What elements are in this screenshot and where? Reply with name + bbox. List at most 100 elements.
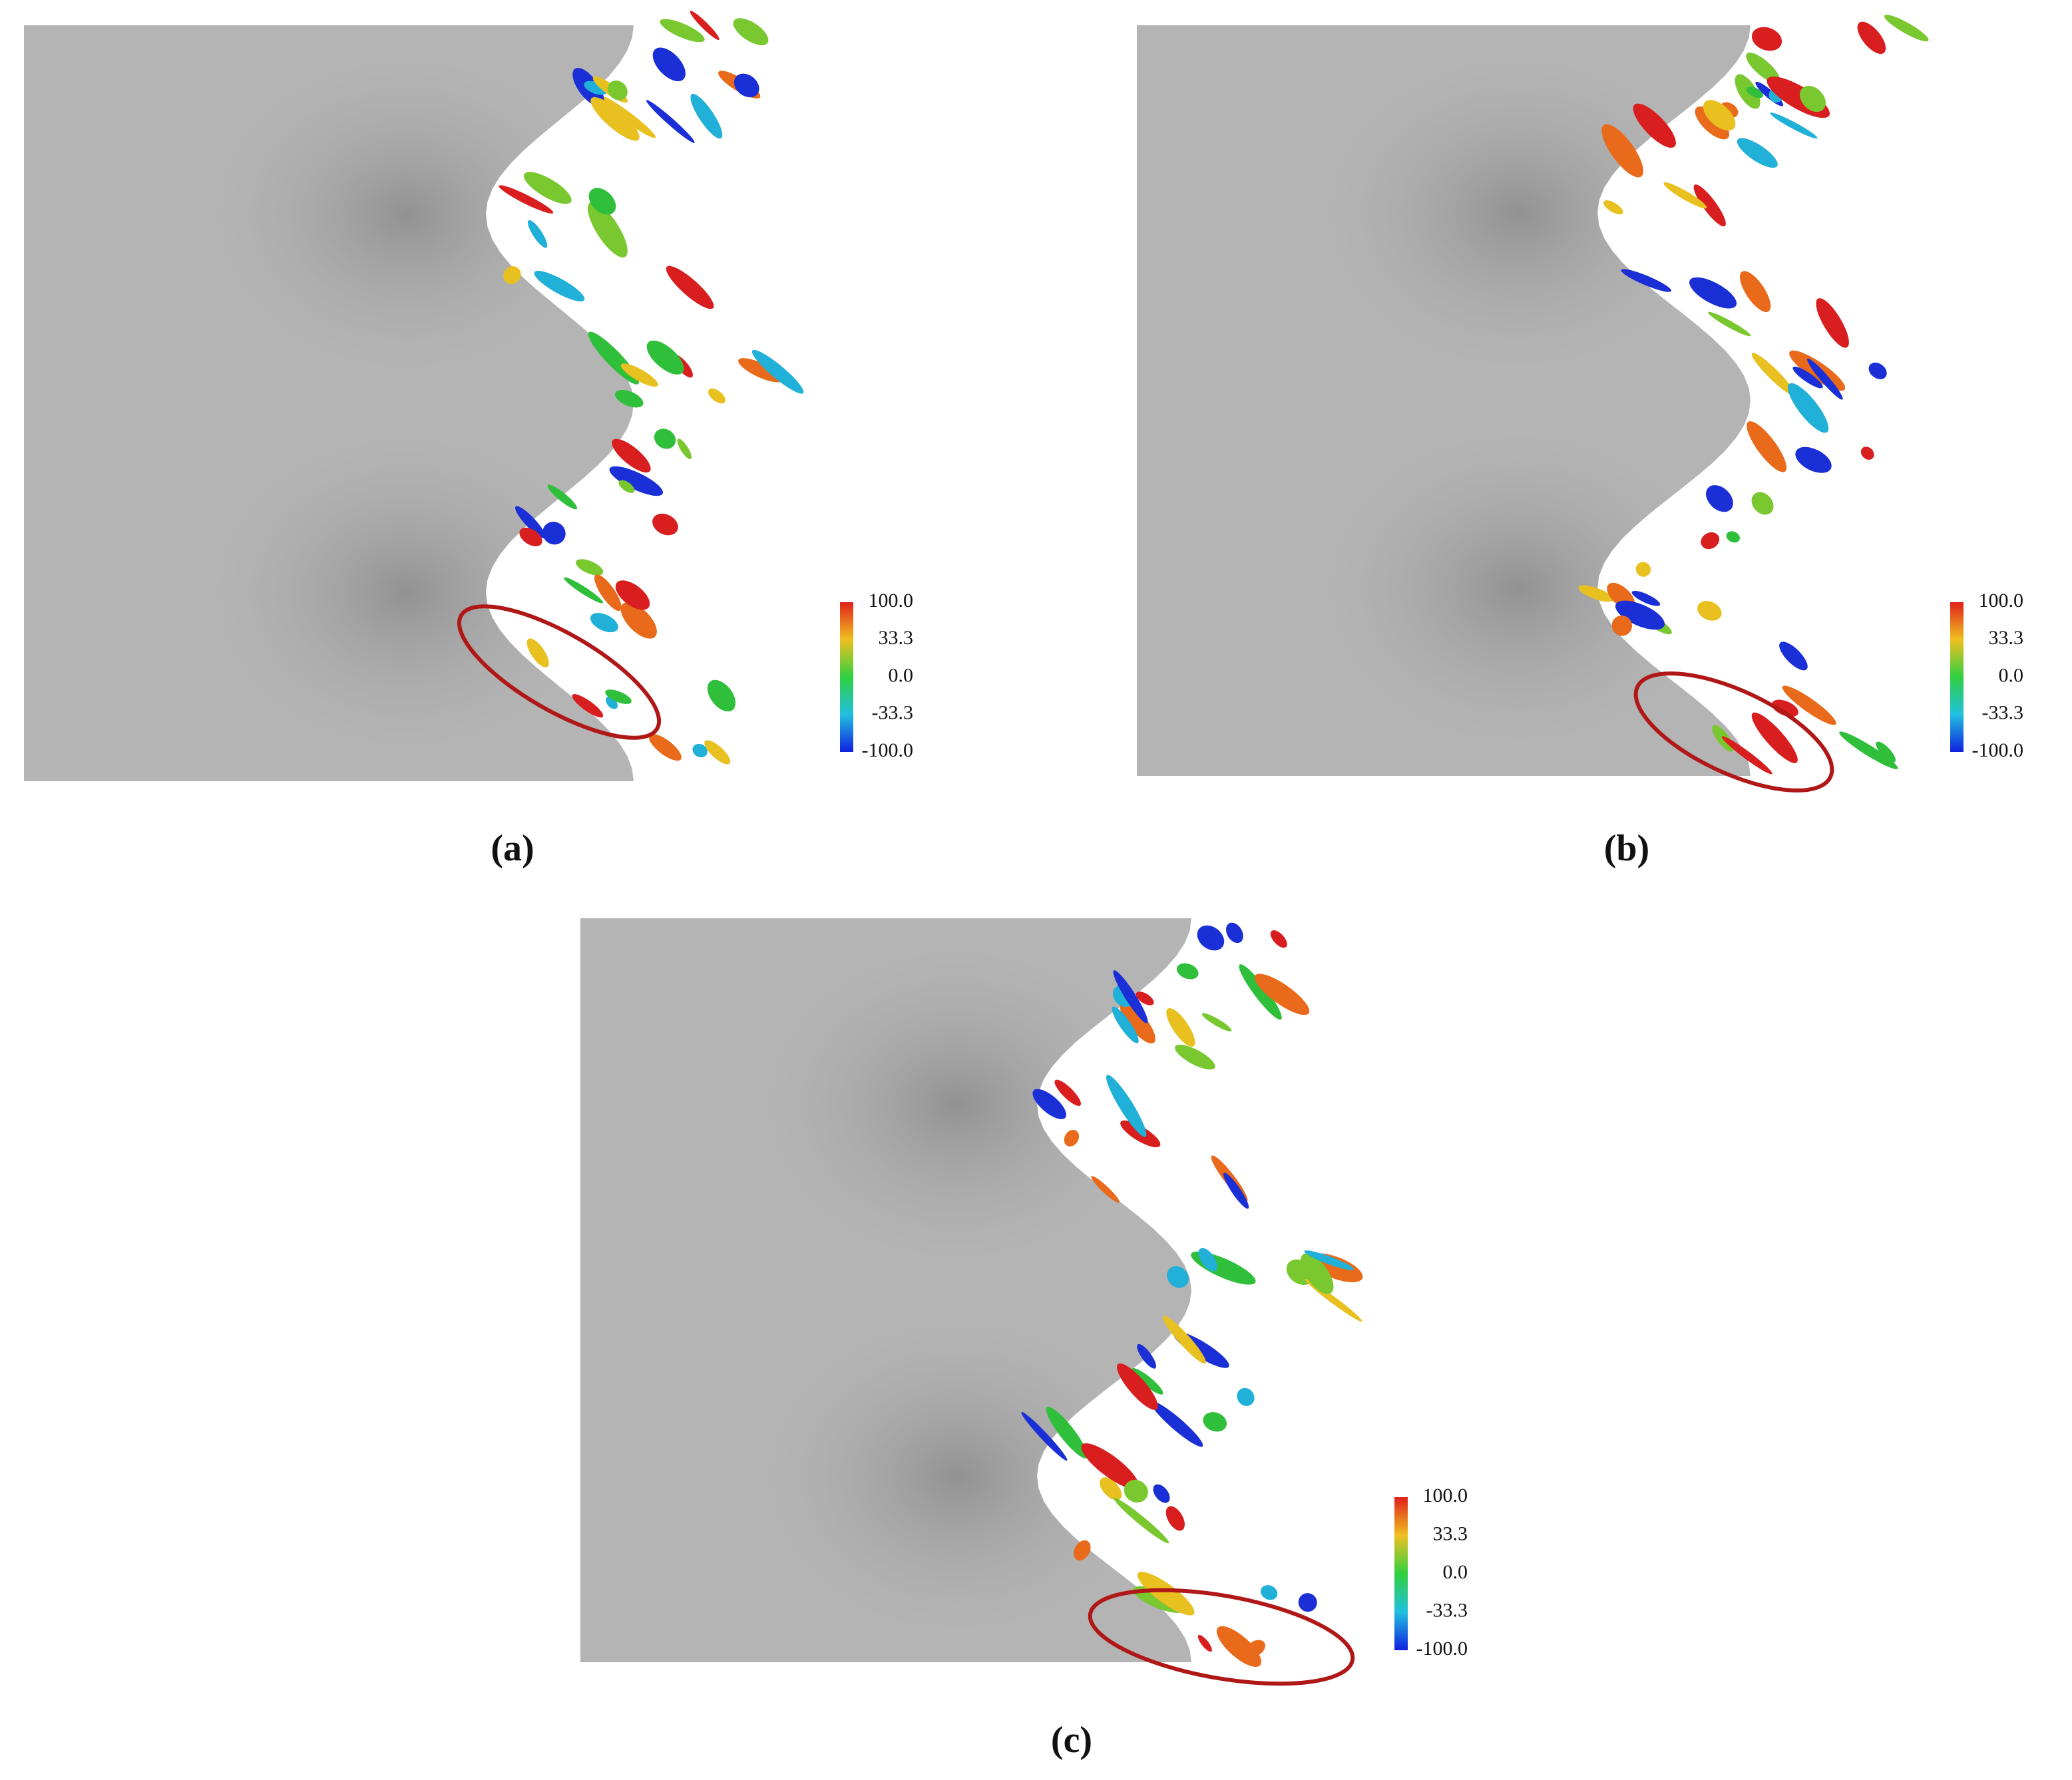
vortex-blob	[1112, 1006, 1139, 1043]
vortex-blob	[1198, 1248, 1217, 1272]
vortex-blob	[1132, 1367, 1163, 1395]
vortex-blob	[1701, 532, 1720, 550]
vortex-blob	[1191, 1251, 1256, 1285]
vortex-blob	[1706, 485, 1733, 512]
vortex-blob	[1226, 922, 1243, 944]
vortex-blob	[1751, 353, 1795, 396]
vortex-blob	[1693, 184, 1726, 227]
vortex-blob	[615, 580, 650, 610]
vortex-blob	[499, 185, 554, 214]
vortex-blob	[1304, 1250, 1354, 1270]
highlight-ellipse	[457, 604, 662, 740]
vortex-blob	[1779, 641, 1808, 671]
vortex-blob	[654, 429, 676, 449]
vortex-blob	[564, 577, 604, 604]
vortex-blob	[1117, 1363, 1158, 1410]
colorbar-label: -33.3	[1982, 702, 2024, 724]
vortex-blob	[1751, 712, 1798, 763]
vortex-blob	[609, 466, 664, 496]
vortex-blob	[1663, 182, 1707, 209]
vortex-blob	[1032, 1089, 1066, 1119]
caption: (c)	[1051, 1719, 1092, 1761]
colorbar	[1950, 602, 1964, 752]
shading	[744, 931, 1170, 1650]
colorbar-label: -100.0	[1416, 1638, 1468, 1660]
vortex-blob	[1167, 1266, 1189, 1288]
vortex-blob	[733, 73, 759, 98]
vortex-blob	[542, 522, 566, 545]
vortex-blob	[1106, 1075, 1147, 1137]
vortex-blob	[1857, 21, 1886, 55]
vortex-blob	[733, 18, 769, 45]
shadow	[1305, 40, 1731, 386]
vortex-blob	[690, 11, 720, 41]
colorbar-label: 33.3	[879, 627, 914, 649]
vortex-blob	[1740, 271, 1771, 312]
vortex-blob	[572, 694, 604, 718]
vortex-blob	[1795, 446, 1832, 473]
vortex-blob	[594, 574, 622, 612]
shadow	[1305, 415, 1731, 761]
vortex-blob	[1737, 138, 1778, 168]
vortex-blob	[1747, 421, 1787, 472]
vortex-blob	[607, 80, 628, 100]
vortex-blob	[614, 389, 644, 408]
vortex-blob	[1726, 531, 1740, 543]
colorbar-label: -100.0	[862, 739, 914, 761]
shading	[193, 41, 619, 765]
vortex-blob	[1708, 311, 1751, 337]
vortex-blob	[1223, 1172, 1249, 1209]
vortex-blob	[1175, 1044, 1215, 1070]
colorbar-label: 0.0	[1999, 664, 2024, 686]
vortex-blob	[1114, 1497, 1169, 1544]
colorbar-label: 0.0	[889, 664, 914, 686]
vortex-blob	[660, 19, 705, 43]
vortex-blob	[648, 733, 682, 761]
vortex-blob	[1254, 974, 1310, 1015]
vortex-blob	[1792, 367, 1823, 389]
vortex-blob	[1721, 736, 1772, 775]
panel: 100.0 33.3 0.0 -33.3 -100.0 (a)	[24, 11, 914, 869]
vortex-blob	[612, 439, 651, 473]
vortex-blob	[1807, 358, 1843, 400]
vortex-blob	[1884, 15, 1929, 42]
vortex-blob	[1697, 601, 1722, 621]
vortex-blob	[1816, 298, 1849, 348]
vortex-blob	[1635, 562, 1651, 577]
vortex-blob	[646, 340, 684, 375]
vortex-blob	[618, 480, 635, 493]
caption: (b)	[1604, 828, 1649, 869]
shadow	[744, 931, 1170, 1278]
vortex-blob	[1197, 925, 1225, 951]
vortex-blob	[1782, 685, 1836, 725]
vortex-blob	[1611, 616, 1632, 636]
vortex-blob	[1578, 585, 1614, 602]
vortex-blob	[677, 439, 692, 460]
vortex-blob	[1113, 970, 1148, 1023]
colorbar-label: 100.0	[869, 590, 914, 612]
shadow	[744, 1303, 1170, 1650]
vortex-blob	[1166, 1008, 1195, 1047]
panel: 100.0 33.3 0.0 -33.3 -100.0 (b)	[1137, 15, 2024, 869]
vortex-blob	[1788, 383, 1829, 433]
vortex-blob	[1136, 991, 1154, 1005]
panel: 100.0 33.3 0.0 -33.3 -100.0 (c)	[580, 918, 1468, 1761]
vortex-blob	[1603, 200, 1623, 215]
vortex-blob	[519, 527, 542, 546]
vortex-blob	[1100, 1477, 1122, 1501]
vortex-blob	[1746, 87, 1764, 98]
vortex-blob	[1800, 85, 1826, 112]
vortex-blob	[1633, 103, 1676, 148]
vortex-blob	[704, 740, 731, 765]
vortex-blob	[620, 363, 658, 387]
vortex-blob	[1153, 1484, 1170, 1503]
vortex-blob	[1876, 741, 1896, 763]
vortex-blob	[1751, 492, 1774, 515]
colorbar-label: 33.3	[1433, 1522, 1468, 1544]
colorbar-label: -100.0	[1972, 739, 2024, 761]
caption: (a)	[491, 828, 534, 869]
shadow	[193, 419, 619, 765]
colorbar-label: 0.0	[1443, 1561, 1468, 1583]
vortex-blob	[1081, 1443, 1139, 1489]
